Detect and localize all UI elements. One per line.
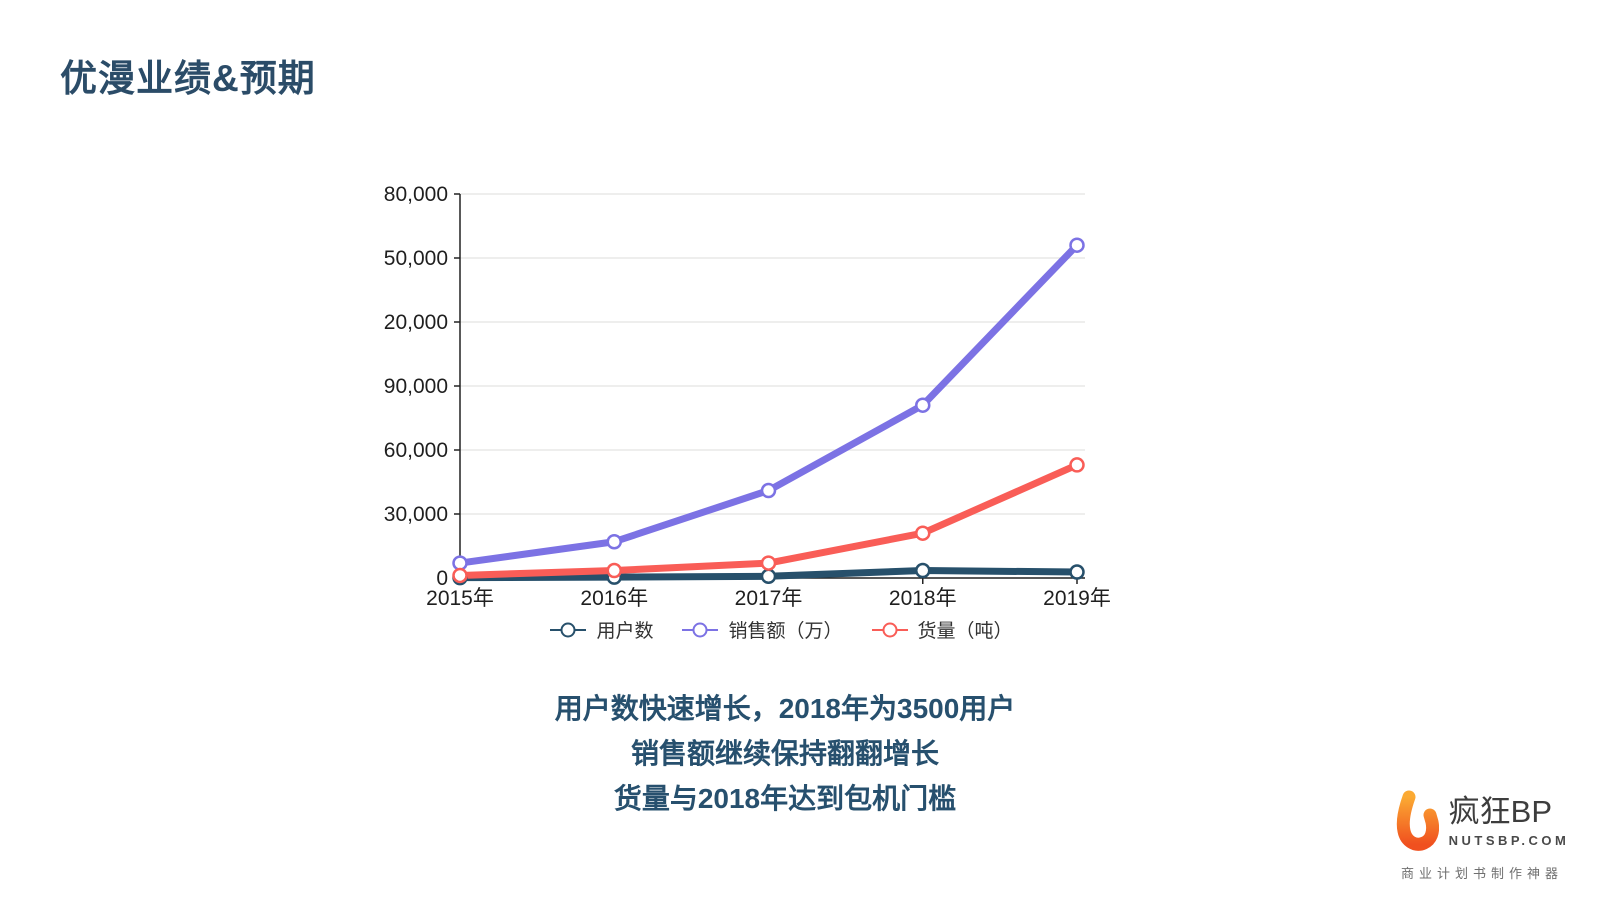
data-point-users-2018年 (915, 562, 931, 579)
performance-line-chart: 0 30,000 60,000 90,000 20,000 50,000 80,000 201… (384, 183, 1111, 610)
data-point-cargo-2018年 (915, 525, 931, 541)
legend-item-sales: 销售额（万） (679, 616, 843, 643)
legend-label-sales: 销售额（万） (728, 621, 843, 642)
legend-label-users: 用户数 (596, 621, 654, 642)
y-tick-label: 80,000 (384, 183, 448, 206)
logo-brand: 疯狂BP (1448, 793, 1552, 829)
data-point-users-2019年 (1069, 564, 1085, 580)
data-point-sales-2019年 (1069, 237, 1085, 253)
legend-item-users: 用户数 (547, 616, 653, 643)
logo-tagline: 商业计划书制作神器 (1400, 866, 1563, 881)
series-line-sales (456, 241, 1081, 567)
y-tick-label: 30,000 (384, 503, 448, 526)
nutsbp-logo: 疯狂BP NUTSBP.COM 商业计划书制作神器 (1382, 789, 1582, 882)
caption-line-3: 货量与2018年达到包机门槛 (613, 783, 957, 814)
flame-icon (1396, 790, 1439, 851)
legend-item-cargo: 货量（吨） (869, 616, 1013, 643)
y-tick-label: 60,000 (384, 439, 448, 462)
legend-marker-users (550, 622, 587, 637)
data-point-cargo-2015年 (452, 567, 468, 584)
x-tick-label: 2016年 (580, 587, 648, 610)
legend-label-cargo: 货量（吨） (917, 621, 1013, 642)
data-point-sales-2016年 (606, 533, 622, 550)
data-point-cargo-2016年 (606, 562, 622, 579)
legend-marker-sales (682, 622, 719, 637)
x-tick-label: 2018年 (889, 587, 957, 610)
y-tick-label: 50,000 (384, 247, 448, 270)
y-tick-label: 0 (436, 567, 448, 590)
data-point-cargo-2017年 (760, 555, 777, 571)
page-title: 优漫业绩&预期 (60, 58, 316, 99)
legend-marker-cargo (871, 622, 908, 637)
logo-texts: 疯狂BP NUTSBP.COM (1448, 793, 1570, 848)
data-point-users-2017年 (760, 568, 777, 585)
chart-legend: 用户数 销售额（万） 货量（吨） (380, 616, 1180, 643)
x-tick-label: 2015年 (426, 587, 494, 610)
caption: 用户数快速增长，2018年为3500用户 销售额继续保持翻翻增长 货量与2018… (385, 686, 1185, 821)
data-point-cargo-2019年 (1069, 457, 1085, 473)
data-point-sales-2017年 (760, 482, 777, 499)
y-tick-label: 90,000 (384, 375, 448, 398)
x-tick-label: 2017年 (735, 587, 803, 610)
caption-line-1: 用户数快速增长，2018年为3500用户 (554, 693, 1016, 724)
logo-domain: NUTSBP.COM (1448, 832, 1570, 848)
y-tick-label: 20,000 (384, 311, 448, 334)
logo-top: 疯狂BP NUTSBP.COM (1395, 789, 1570, 853)
caption-line-2: 销售额继续保持翻翻增长 (630, 738, 939, 769)
x-tick-label: 2019年 (1043, 587, 1111, 610)
data-point-sales-2018年 (915, 397, 931, 413)
data-point-sales-2015年 (452, 555, 468, 571)
